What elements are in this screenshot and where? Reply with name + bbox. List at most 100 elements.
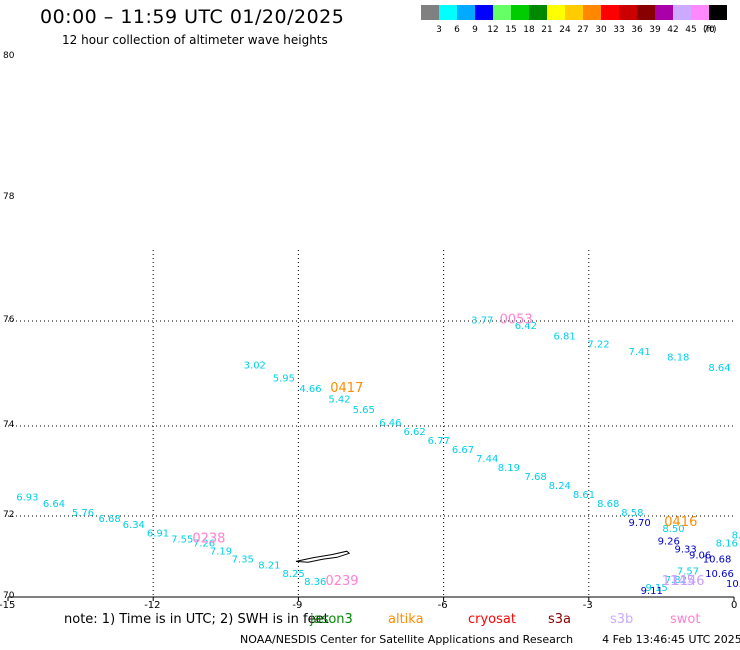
wave-height-value: 6.68 bbox=[98, 514, 120, 525]
wave-height-value: 6.77 bbox=[428, 436, 450, 447]
satellite-cryosat: cryosat bbox=[468, 612, 516, 627]
wave-height-value: 8.58 bbox=[621, 508, 643, 519]
legend-label: 70 bbox=[703, 25, 715, 35]
wave-height-value: 7.68 bbox=[524, 472, 546, 483]
legend-label: 30 bbox=[595, 25, 607, 35]
wave-height-value: 6.64 bbox=[43, 499, 65, 510]
island-outline bbox=[295, 550, 351, 563]
wave-height-value: 9.15 bbox=[645, 583, 667, 594]
legend-swatch bbox=[655, 5, 673, 20]
wave-height-value: 7.41 bbox=[628, 347, 650, 358]
legend-label: 45 bbox=[685, 25, 697, 35]
wave-height-value: 3.77 bbox=[471, 316, 493, 327]
latitude-label: 70 bbox=[3, 591, 15, 601]
wave-height-value: 8.50 bbox=[662, 524, 684, 535]
legend-label: 27 bbox=[577, 25, 589, 35]
wave-height-value: 7.19 bbox=[210, 547, 232, 558]
legend-swatch bbox=[691, 5, 709, 20]
legend-label: 24 bbox=[559, 25, 571, 35]
longitude-label: -9 bbox=[292, 600, 303, 611]
pass-time-label: 0239 bbox=[325, 574, 358, 589]
wave-height-value: 9.11 bbox=[641, 586, 663, 597]
legend-label: 39 bbox=[649, 25, 661, 35]
wave-height-value: 6.67 bbox=[452, 445, 474, 456]
longitude-label: -12 bbox=[144, 600, 161, 611]
wave-height-value: 5.65 bbox=[353, 405, 375, 416]
legend-label: 18 bbox=[523, 25, 535, 35]
footer-timestamp: 4 Feb 13:46:45 UTC 2025 bbox=[602, 633, 740, 646]
wave-height-value: 9.70 bbox=[628, 518, 650, 529]
wave-height-value: 8. bbox=[732, 530, 740, 541]
wave-height-value: 8.19 bbox=[498, 463, 520, 474]
wave-height-value: 9.06 bbox=[689, 551, 711, 562]
latitude-label: 78 bbox=[3, 192, 15, 202]
pass-time-label: 1146 bbox=[671, 574, 704, 589]
satellite-jason3: jason3 bbox=[310, 612, 353, 627]
legend-label: 3 bbox=[436, 25, 442, 35]
legend-swatch bbox=[709, 5, 727, 20]
wave-height-value: 8.21 bbox=[258, 561, 280, 572]
latitude-label: 76 bbox=[3, 315, 15, 325]
pass-time-label: 0417 bbox=[330, 381, 363, 396]
legend-swatch bbox=[421, 5, 439, 20]
wave-height-value: 7.82 bbox=[665, 575, 687, 586]
footer-source: NOAA/NESDIS Center for Satellite Applica… bbox=[240, 633, 574, 646]
longitude-label: -6 bbox=[437, 600, 448, 611]
wave-height-value: 10. bbox=[726, 579, 740, 590]
legend-swatch bbox=[439, 5, 457, 20]
legend-swatch bbox=[565, 5, 583, 20]
legend-label: 9 bbox=[472, 25, 478, 35]
pass-time-label: 1145 bbox=[662, 574, 695, 589]
wave-height-value: 9.26 bbox=[658, 536, 680, 547]
footer: NOAA/NESDIS Center for Satellite Applica… bbox=[240, 633, 740, 646]
legend-swatch bbox=[547, 5, 565, 20]
page-title: 00:00 – 11:59 UTC 01/20/2025 bbox=[40, 6, 345, 28]
pass-time-label: 0416 bbox=[664, 515, 697, 530]
legend-label: 12 bbox=[487, 25, 499, 35]
wave-height-value: 6.34 bbox=[123, 520, 145, 531]
legend-swatch bbox=[493, 5, 511, 20]
wave-height-value: 7.44 bbox=[476, 454, 498, 465]
wave-height-value: 8.68 bbox=[597, 499, 619, 510]
pass-time-label: 0053 bbox=[500, 313, 533, 328]
longitude-label: -3 bbox=[582, 600, 593, 611]
note-text: note: 1) Time is in UTC; 2) SWH is in fe… bbox=[64, 612, 329, 627]
wave-height-value: 5.42 bbox=[328, 394, 350, 405]
wave-height-value: 6.46 bbox=[379, 418, 401, 429]
wave-height-value: 10.66 bbox=[705, 569, 734, 580]
longitude-label: -15 bbox=[0, 600, 16, 611]
legend-label: 33 bbox=[613, 25, 625, 35]
wave-height-value: 6.62 bbox=[403, 427, 425, 438]
pass-time-label: 0238 bbox=[192, 531, 225, 546]
wave-height-value: 6.93 bbox=[16, 492, 38, 503]
latitude-label: 74 bbox=[3, 420, 15, 430]
wave-height-value: 6.81 bbox=[553, 331, 575, 342]
wave-height-value: 8.61 bbox=[573, 490, 595, 501]
legend-swatch bbox=[637, 5, 655, 20]
legend-label: 21 bbox=[541, 25, 553, 35]
wave-height-value: 5.95 bbox=[273, 373, 295, 384]
wave-height-value: 4.66 bbox=[299, 384, 321, 395]
wave-height-value: 8.18 bbox=[667, 352, 689, 363]
legend-swatch bbox=[583, 5, 601, 20]
wave-height-value: 7.26 bbox=[193, 538, 215, 549]
legend-swatch bbox=[673, 5, 691, 20]
legend-label: 15 bbox=[505, 25, 517, 35]
legend-swatch bbox=[475, 5, 493, 20]
wave-height-value: 7.57 bbox=[677, 567, 699, 578]
wave-height-value: 6.91 bbox=[147, 528, 169, 539]
wave-height-value: 5.76 bbox=[72, 508, 94, 519]
wave-height-value: 8.36 bbox=[304, 577, 326, 588]
wave-height-value: 7.55 bbox=[171, 534, 193, 545]
wave-height-value: 7.22 bbox=[587, 339, 609, 350]
longitude-label: 0 bbox=[731, 600, 738, 611]
wave-height-value: 8.64 bbox=[708, 363, 730, 374]
page-subtitle: 12 hour collection of altimeter wave hei… bbox=[62, 33, 328, 47]
wave-height-value: 3.02 bbox=[244, 360, 266, 371]
legend-swatch bbox=[457, 5, 475, 20]
satellite-s3a: s3a bbox=[548, 612, 572, 627]
legend-label: 42 bbox=[667, 25, 679, 35]
wave-height-value: 8.24 bbox=[549, 481, 571, 492]
